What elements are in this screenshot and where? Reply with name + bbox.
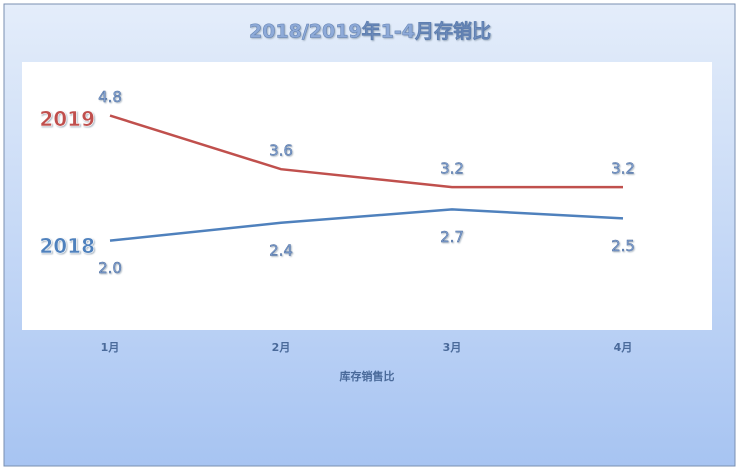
data-label: 2.0 (98, 259, 122, 277)
data-label: 3.2 (440, 160, 464, 178)
x-tick-label: 3月 (443, 341, 462, 354)
x-tick-label: 2月 (272, 341, 291, 354)
data-label: 3.2 (611, 160, 635, 178)
data-label: 3.6 (269, 142, 293, 160)
x-tick-label: 4月 (614, 341, 633, 354)
plot-area (22, 62, 712, 330)
series-label: 2018 (39, 234, 95, 258)
series-line (109, 114, 623, 189)
series-label: 2019 (39, 107, 95, 131)
chart-title: 2018/2019年1-4月存销比 (249, 20, 491, 43)
data-label: 2.4 (269, 241, 293, 259)
x-tick-label: 1月 (101, 341, 120, 354)
data-label: 2.5 (611, 237, 635, 255)
data-label: 4.8 (98, 88, 122, 106)
series-line (109, 208, 624, 242)
x-axis-title: 库存销售比 (340, 369, 395, 383)
data-label: 2.7 (440, 228, 464, 246)
